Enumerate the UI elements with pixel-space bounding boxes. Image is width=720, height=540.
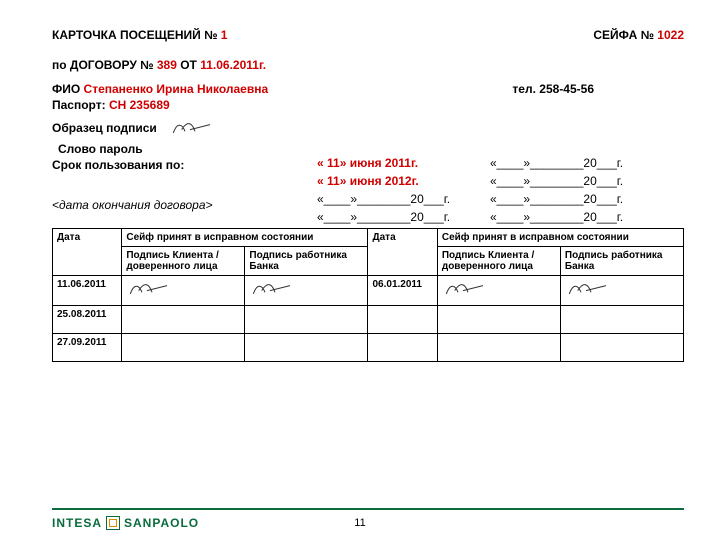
brand-part1: INTESA — [52, 516, 102, 530]
cell-date-left: 11.06.2011 — [53, 276, 122, 306]
th-date-left: Дата — [53, 229, 122, 276]
fio-label: ФИО — [52, 82, 80, 96]
table-header-row-1: Дата Сейф принят в исправном состоянии Д… — [53, 229, 684, 247]
signature-sample-row: Образец подписи — [52, 118, 684, 138]
th-condition-left: Сейф принят в исправном состоянии — [122, 229, 368, 247]
cell-bank-sign-right — [560, 306, 683, 334]
cell-bank-sign-right — [560, 276, 683, 306]
card-title-prefix: КАРТОЧКА ПОСЕЩЕНИЙ № — [52, 28, 217, 42]
cell-client-sign-right — [437, 334, 560, 362]
brand-logo: INTESA SANPAOLO — [52, 516, 199, 530]
th-condition-right: Сейф принят в исправном состоянии — [437, 229, 683, 247]
cell-client-sign-right — [437, 306, 560, 334]
center-dates-col: « 11» июня 2011г. « 11» июня 2012г. «___… — [317, 154, 450, 226]
right-dates-col: «____»________20___г. «____»________20__… — [490, 154, 623, 226]
cell-date-left: 27.09.2011 — [53, 334, 122, 362]
cell-client-sign-left — [122, 276, 245, 306]
cell-client-sign-left — [122, 306, 245, 334]
red-date-1: « 11» июня 2011г. — [317, 154, 450, 172]
signature-sample-label: Образец подписи — [52, 121, 157, 135]
footer: INTESA SANPAOLO 11 — [0, 508, 720, 530]
th-client-sign-left: Подпись Клиента / доверенного лица — [122, 247, 245, 276]
passport-label: Паспорт: — [52, 98, 106, 112]
th-bank-sign-left: Подпись работника Банка — [245, 247, 368, 276]
footer-divider — [52, 508, 684, 510]
blank-date-c1a: «____»________20___г. — [317, 190, 450, 208]
safe-title-prefix: СЕЙФА № — [593, 28, 654, 42]
th-date-right: Дата — [368, 229, 437, 276]
table-row: 11.06.2011 06.01.2011 — [53, 276, 684, 306]
fio-row: ФИО Степаненко Ирина Николаевна тел. 258… — [52, 82, 684, 96]
signature-icon — [169, 118, 221, 138]
cell-client-sign-left — [122, 334, 245, 362]
th-client-sign-right: Подпись Клиента / доверенного лица — [437, 247, 560, 276]
cell-bank-sign-left — [245, 334, 368, 362]
usage-end-placeholder: <дата окончания договора> — [52, 198, 213, 212]
cell-bank-sign-right — [560, 334, 683, 362]
dates-block: « 11» июня 2011г. « 11» июня 2012г. «___… — [52, 154, 684, 224]
header-row: КАРТОЧКА ПОСЕЩЕНИЙ № 1 СЕЙФА № 1022 — [52, 28, 684, 42]
cell-bank-sign-left — [245, 306, 368, 334]
fio-value: Степаненко Ирина Николаевна — [84, 82, 269, 96]
cell-date-right — [368, 334, 437, 362]
cell-client-sign-right — [437, 276, 560, 306]
safe-title: СЕЙФА № 1022 — [593, 28, 684, 42]
blank-date-c1b: «____»________20___г. — [317, 208, 450, 226]
card-number: 1 — [221, 28, 228, 42]
red-date-2: « 11» июня 2012г. — [317, 172, 450, 190]
table-row: 25.08.2011 — [53, 306, 684, 334]
cell-date-right: 06.01.2011 — [368, 276, 437, 306]
card-title: КАРТОЧКА ПОСЕЩЕНИЙ № 1 — [52, 28, 227, 42]
blank-date-r3: «____»________20___г. — [490, 190, 623, 208]
passport-line: Паспорт: СН 235689 — [52, 98, 684, 112]
contract-mid: ОТ — [180, 58, 197, 72]
passport-value: СН 235689 — [109, 98, 170, 112]
contract-date: 11.06.2011г. — [200, 58, 266, 72]
safe-number: 1022 — [657, 28, 684, 42]
blank-date-r2: «____»________20___г. — [490, 172, 623, 190]
table-row: 27.09.2011 — [53, 334, 684, 362]
contract-prefix: по ДОГОВОРУ № — [52, 58, 154, 72]
th-bank-sign-right: Подпись работника Банка — [560, 247, 683, 276]
tel-value: 258-45-56 — [539, 82, 594, 96]
page-number: 11 — [354, 517, 365, 529]
cell-date-left: 25.08.2011 — [53, 306, 122, 334]
cell-date-right — [368, 306, 437, 334]
blank-date-r1: «____»________20___г. — [490, 154, 623, 172]
brand-part2: SANPAOLO — [124, 516, 199, 530]
contract-line: по ДОГОВОРУ № 389 ОТ 11.06.2011г. — [52, 58, 684, 72]
visits-table: Дата Сейф принят в исправном состоянии Д… — [52, 228, 684, 362]
contract-number: 389 — [157, 58, 177, 72]
blank-date-r4: «____»________20___г. — [490, 208, 623, 226]
cell-bank-sign-left — [245, 276, 368, 306]
brand-square-icon — [106, 516, 120, 530]
tel-label: тел. — [512, 82, 536, 96]
